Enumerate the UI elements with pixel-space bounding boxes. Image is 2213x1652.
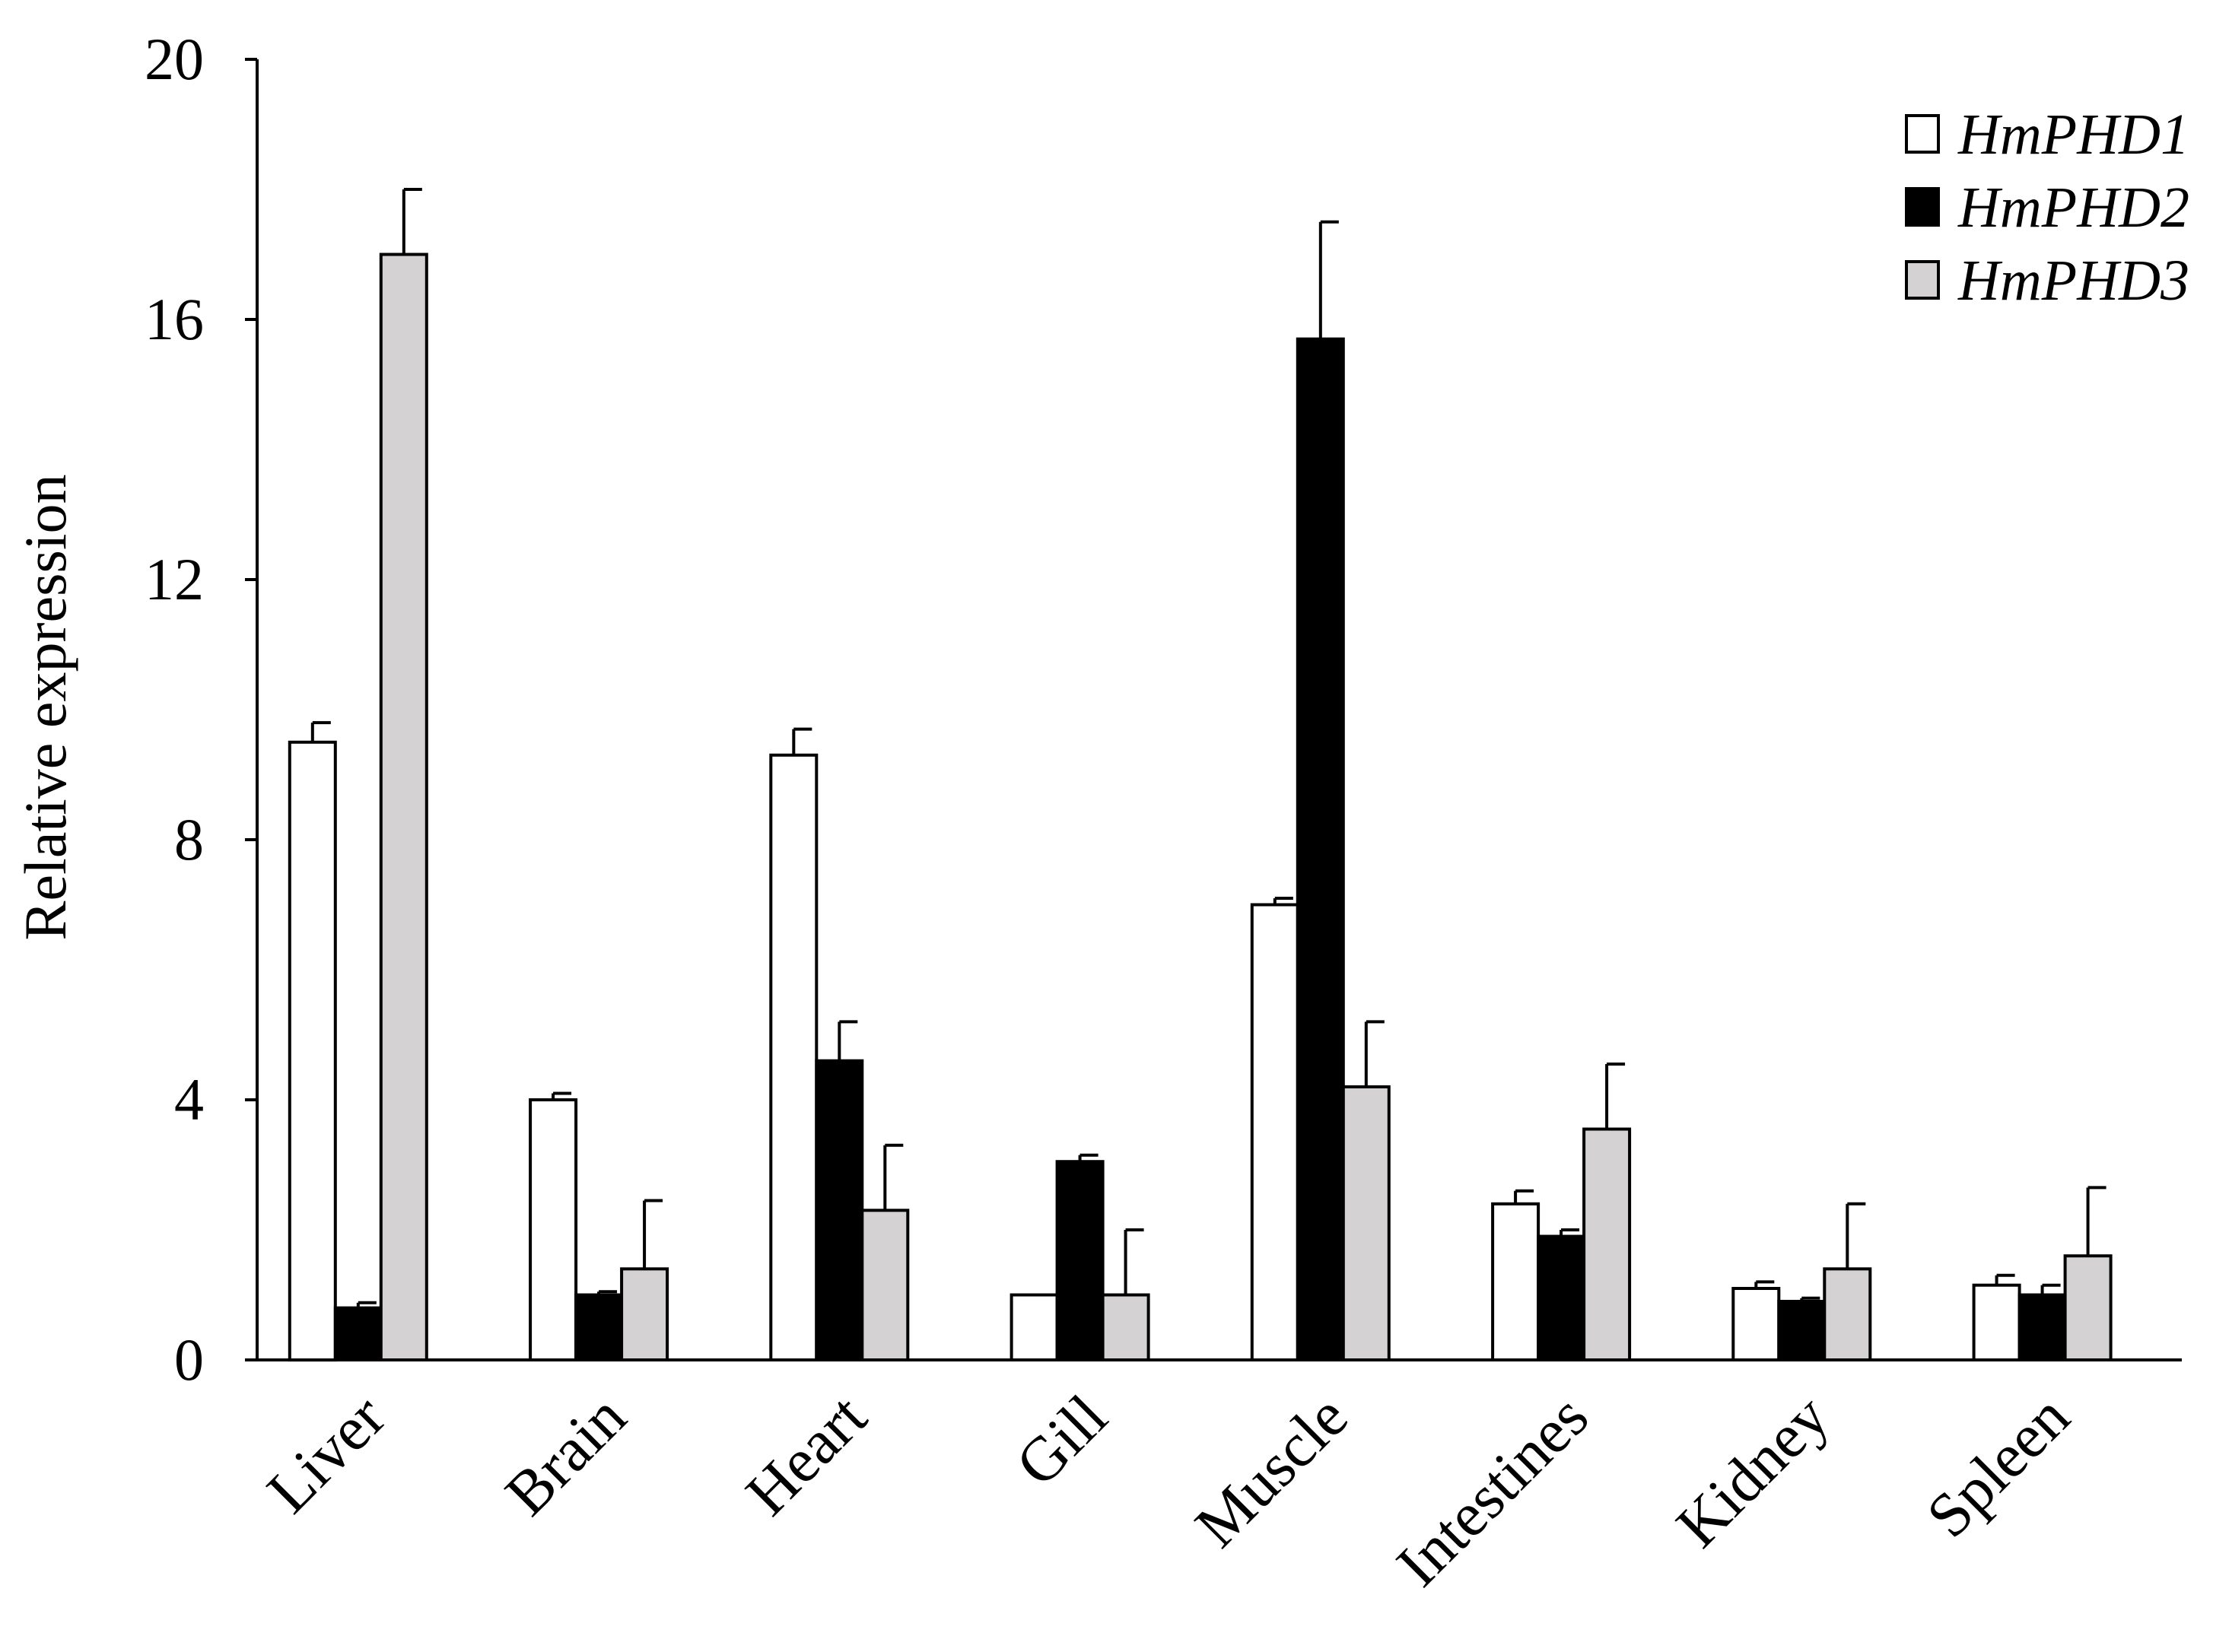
legend-swatch-hmphd1 (1905, 114, 1940, 154)
bar-gill-hmphd1 (1010, 1293, 1059, 1361)
y-axis-title: Relative expression (12, 475, 78, 941)
category-label-spleen: Spleen (1913, 1381, 2082, 1550)
bar-gill-hmphd3 (1101, 1293, 1150, 1361)
category-label-brain: Brain (492, 1381, 639, 1528)
bar-brain-hmphd2 (574, 1293, 624, 1361)
bar-heart-hmphd1 (769, 753, 819, 1361)
bar-intestines-hmphd3 (1582, 1127, 1632, 1361)
bar-intestines-hmphd1 (1491, 1202, 1541, 1362)
bar-kidney-hmphd3 (1823, 1267, 1872, 1362)
bar-gill-hmphd2 (1055, 1160, 1105, 1361)
legend-swatch-hmphd3 (1905, 260, 1940, 300)
category-label-intestines: Intestines (1383, 1381, 1601, 1600)
y-tick-label-0: 0 (174, 1326, 204, 1393)
bar-brain-hmphd3 (620, 1267, 669, 1362)
category-label-heart: Heart (733, 1381, 879, 1528)
bar-liver-hmphd1 (288, 740, 337, 1362)
y-tick-label-8: 8 (174, 806, 204, 872)
bar-kidney-hmphd2 (1777, 1300, 1827, 1361)
bar-heart-hmphd3 (860, 1209, 910, 1362)
bar-intestines-hmphd2 (1537, 1234, 1586, 1361)
bar-liver-hmphd2 (333, 1306, 383, 1361)
category-label-liver: Liver (254, 1381, 399, 1526)
y-tick-label-4: 4 (174, 1066, 204, 1133)
bar-spleen-hmphd2 (2017, 1293, 2067, 1361)
bar-heart-hmphd2 (815, 1059, 864, 1361)
category-label-gill: Gill (1003, 1381, 1121, 1499)
legend-label-hmphd1: HmPHD1 (1957, 103, 2189, 167)
bar-muscle-hmphd1 (1250, 903, 1299, 1361)
bar-spleen-hmphd1 (1972, 1283, 2021, 1361)
bar-kidney-hmphd1 (1731, 1287, 1781, 1361)
bar-muscle-hmphd3 (1341, 1085, 1391, 1362)
axes-layer: Liver Brain Heart Gill Muscle Intestines Kidne… (145, 26, 2182, 1600)
y-tick-label-16: 16 (145, 286, 204, 352)
bar-brain-hmphd1 (529, 1098, 578, 1361)
category-label-kidney: Kidney (1663, 1381, 1842, 1560)
y-tick-label-12: 12 (145, 546, 204, 612)
y-tick-label-20: 20 (145, 26, 204, 92)
bar-spleen-hmphd3 (2063, 1254, 2113, 1361)
category-label-muscle: Muscle (1182, 1381, 1361, 1560)
legend-label-hmphd2: HmPHD2 (1957, 176, 2189, 240)
bar-muscle-hmphd2 (1296, 337, 1345, 1362)
bars-layer (288, 188, 2113, 1362)
legend-label-hmphd3: HmPHD3 (1957, 249, 2189, 313)
legend-swatch-hmphd2 (1905, 187, 1940, 227)
legend: HmPHD1 HmPHD2 HmPHD3 (1905, 103, 2189, 313)
bar-liver-hmphd3 (379, 253, 428, 1361)
